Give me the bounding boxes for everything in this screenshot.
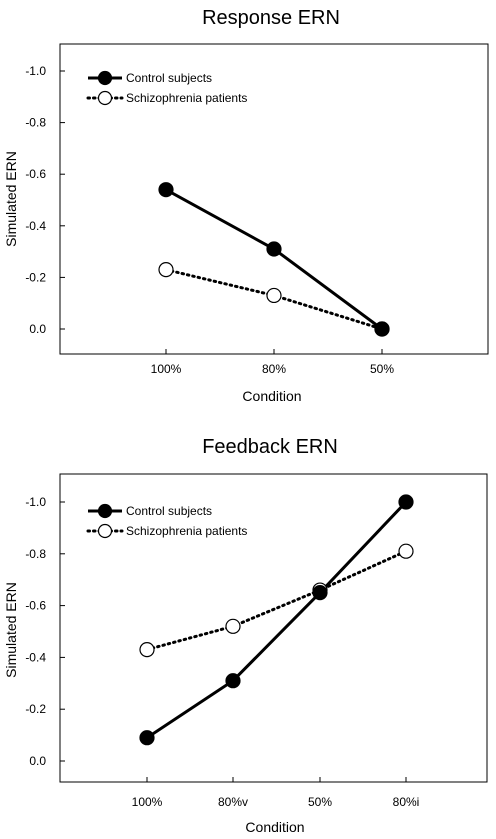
y-tick-label: -1.0 xyxy=(25,64,46,78)
patients-data-point xyxy=(398,543,414,559)
x-tick-label: 100% xyxy=(132,795,163,809)
series-layer xyxy=(139,494,414,746)
legend-label: Schizophrenia patients xyxy=(126,524,247,538)
x-ticks: 100% 80% 50% xyxy=(151,349,394,376)
y-tick-label: 0.0 xyxy=(29,754,46,768)
control-series-line xyxy=(146,500,408,739)
y-tick-label: -0.8 xyxy=(25,547,46,561)
legend: Control subjects Schizophrenia patients xyxy=(86,70,247,106)
control-data-point xyxy=(266,241,282,257)
legend: Control subjects Schizophrenia patients xyxy=(86,503,247,539)
patients-series-line xyxy=(145,549,408,652)
x-tick-label: 100% xyxy=(151,362,182,376)
plot-frame xyxy=(59,43,489,355)
y-tick-label: -0.2 xyxy=(25,270,46,284)
series-layer xyxy=(158,182,390,337)
plot-frame xyxy=(59,473,488,783)
control-data-point xyxy=(374,321,390,337)
x-tick-label: 80%i xyxy=(393,795,420,809)
y-axis-label: Simulated ERN xyxy=(3,151,19,247)
chart-title: Feedback ERN xyxy=(202,436,338,458)
y-tick-label: -0.4 xyxy=(25,219,46,233)
y-tick-label: -0.8 xyxy=(25,116,46,130)
control-data-point xyxy=(139,730,155,746)
y-axis-label: Simulated ERN xyxy=(3,582,19,678)
y-tick-label: -1.0 xyxy=(25,495,46,509)
legend-control-marker xyxy=(97,503,113,519)
control-data-point xyxy=(158,182,174,198)
y-tick-label: -0.4 xyxy=(25,650,46,664)
x-tick-label: 50% xyxy=(308,795,332,809)
patients-data-point xyxy=(225,618,241,634)
x-tick-label: 80% xyxy=(262,362,286,376)
legend-label: Control subjects xyxy=(126,71,212,85)
x-tick-label: 80%v xyxy=(218,795,248,809)
legend-patients-marker xyxy=(97,523,113,539)
patients-data-point xyxy=(139,642,155,658)
y-ticks: -1.0 -0.8 -0.6 -0.4 -0.2 0.0 xyxy=(25,64,65,336)
legend-control-marker xyxy=(97,70,113,86)
legend-label: Schizophrenia patients xyxy=(126,91,247,105)
patients-data-point xyxy=(158,262,174,278)
chart-title: Response ERN xyxy=(202,7,340,29)
feedback-ern-chart: Feedback ERN Simulated ERN Condition -1.… xyxy=(3,436,488,835)
y-tick-label: -0.6 xyxy=(25,599,46,613)
y-tick-label: 0.0 xyxy=(29,322,46,336)
y-ticks: -1.0 -0.8 -0.6 -0.4 -0.2 0.0 xyxy=(25,495,65,768)
response-ern-chart: Response ERN Simulated ERN Condition -1.… xyxy=(3,7,489,404)
x-tick-label: 50% xyxy=(370,362,394,376)
legend-patients-marker xyxy=(97,90,113,106)
control-data-point xyxy=(398,494,414,510)
x-axis-label: Condition xyxy=(245,819,304,835)
x-axis-label: Condition xyxy=(242,388,301,404)
control-series-line xyxy=(165,188,383,331)
control-data-point xyxy=(225,673,241,689)
legend-label: Control subjects xyxy=(126,504,212,518)
control-data-point xyxy=(312,585,328,601)
patients-data-point xyxy=(266,287,282,304)
x-ticks: 100% 80%v 50% 80%i xyxy=(132,777,420,809)
y-tick-label: -0.2 xyxy=(25,702,46,716)
y-tick-label: -0.6 xyxy=(25,167,46,181)
